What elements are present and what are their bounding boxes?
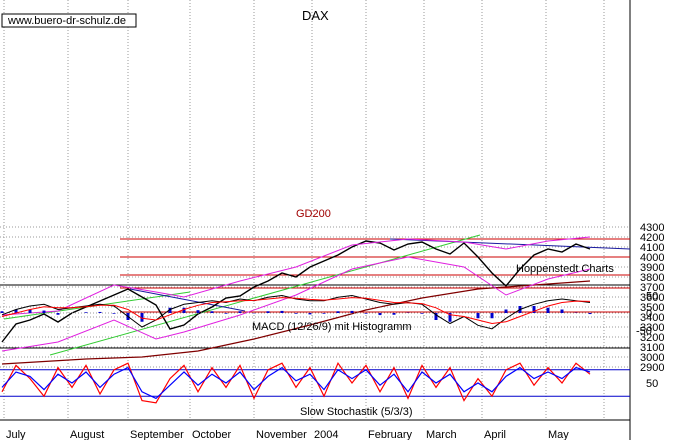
watermark-box: [1, 13, 137, 28]
macd-panel: [0, 294, 630, 330]
y-tick-label: 3400: [640, 312, 664, 324]
y-tick-label: 3000: [640, 352, 664, 364]
month-label: October: [192, 429, 231, 440]
y-tick-label: 3700: [640, 282, 664, 294]
stoch-k-line: [1, 361, 591, 404]
macd-tick-label: 0: [646, 308, 652, 320]
y-tick-label: 4300: [640, 222, 664, 234]
month-label: March: [426, 429, 457, 440]
trend-line-blue: [129, 288, 246, 312]
stoch-tick-label: 50: [646, 378, 658, 390]
y-axis-right: 2900300031003200330034003500360037003800…: [636, 222, 664, 390]
stochastic-panel: [0, 361, 630, 404]
macd-tick-label: 50: [646, 291, 658, 303]
macd-signal-line: [1, 297, 591, 325]
month-label: July: [6, 429, 26, 440]
y-tick-label: 3600: [640, 292, 664, 304]
month-label: April: [484, 429, 506, 440]
x-axis-months: July August September October November 2004 Fe…: [6, 429, 569, 440]
month-label: November: [256, 429, 307, 440]
macd-tick-label: -50: [636, 326, 652, 338]
y-tick-label: 4100: [640, 242, 664, 254]
stoch-d-line: [1, 366, 591, 400]
y-tick-label: 3500: [640, 302, 664, 314]
y-tick-label: 4000: [640, 252, 664, 264]
y-tick-label: 3300: [640, 322, 664, 334]
month-label: February: [368, 429, 413, 440]
chart-title: DAX: [302, 8, 329, 23]
gd200-line: [1, 280, 591, 365]
month-label: May: [548, 429, 569, 440]
gd200-label: GD200: [296, 208, 331, 220]
macd-line: [1, 294, 591, 330]
month-label: September: [130, 429, 184, 440]
y-tick-label: 3100: [640, 342, 664, 354]
y-tick-label: 2900: [640, 362, 664, 374]
price-panel: [1, 234, 631, 365]
source-label: Hoppenstedt Charts: [516, 263, 614, 275]
month-label: 2004: [314, 429, 338, 440]
watermark: www.buero-dr-schulz.de: [7, 15, 126, 27]
grid: [0, 0, 631, 440]
y-tick-label: 4200: [640, 232, 664, 244]
month-label: August: [70, 429, 104, 440]
stoch-label: Slow Stochastik (5/3/3): [300, 406, 413, 418]
price-line: [1, 240, 591, 343]
trend-line-green: [49, 234, 481, 356]
y-tick-label: 3200: [640, 332, 664, 344]
macd-label: MACD (12/26/9) mit Histogramm: [252, 321, 412, 333]
y-tick-label: 3900: [640, 262, 664, 274]
y-tick-label: 3800: [640, 272, 664, 284]
bollinger-band: [1, 256, 591, 352]
bollinger-band: [1, 236, 591, 316]
